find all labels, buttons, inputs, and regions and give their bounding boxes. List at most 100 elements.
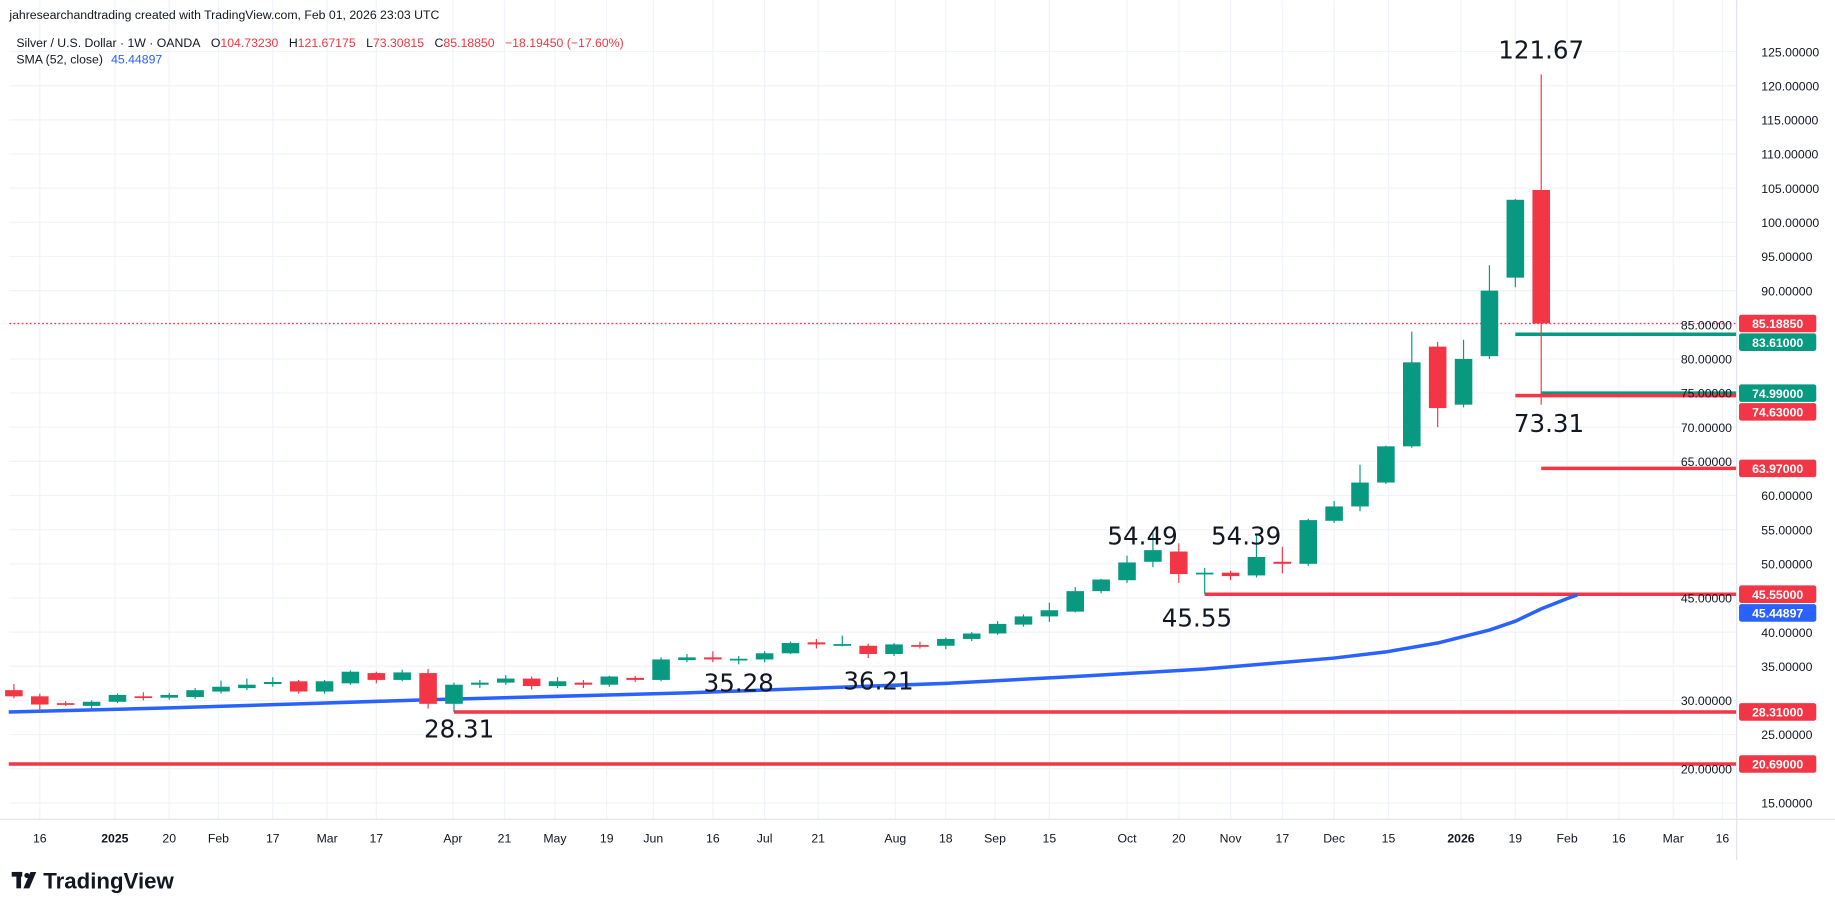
time-tick-label: Sep: [984, 832, 1006, 846]
candle-up: [186, 688, 204, 700]
candle-body: [937, 638, 955, 646]
candle-up: [1454, 339, 1473, 408]
price-badge-bg: [1739, 384, 1817, 402]
candle-up: [471, 679, 489, 689]
candle-body: [1506, 199, 1525, 278]
price-badge-bg: [1739, 403, 1817, 421]
time-tick-label: 2025: [101, 832, 128, 846]
time-tick-label: Mar: [1663, 832, 1684, 846]
candle-up: [678, 653, 696, 663]
price-tick-label: 125.00000: [1761, 45, 1819, 59]
price-badge-text: 20.69000: [1752, 758, 1803, 772]
time-tick-label: 21: [811, 832, 825, 846]
sma-line: [8, 593, 1579, 714]
price-tick-label: 85.00000: [1681, 318, 1732, 332]
candle-down: [134, 692, 153, 701]
candle-down: [419, 668, 437, 709]
high-label: H: [289, 36, 298, 50]
sma-legend[interactable]: SMA (52, close) 45.44897: [16, 52, 162, 66]
time-tick-label: 16: [1716, 832, 1730, 846]
candle-body: [134, 696, 153, 699]
candle-up: [962, 632, 981, 641]
candle-down: [1221, 570, 1240, 581]
price-badge-bg: [1739, 314, 1817, 333]
horizontal-levels: [8, 332, 1737, 766]
price-badge: 74.99000: [1739, 384, 1817, 402]
time-tick-label: Apr: [443, 832, 462, 846]
price-tick-label: 110.00000: [1761, 148, 1818, 162]
close-label: C: [435, 36, 444, 50]
candle-down: [1170, 543, 1188, 583]
candle-body: [1454, 358, 1473, 405]
candle-body: [1403, 362, 1421, 447]
price-annotation: 73.31: [1514, 409, 1584, 438]
candle-up: [263, 677, 282, 687]
candle-down: [704, 651, 722, 663]
price-badge-bg: [1739, 585, 1817, 603]
candle-body: [1377, 446, 1395, 483]
price-annotation: 121.67: [1498, 35, 1584, 64]
change-value: −18.19450 (−17.60%): [505, 36, 624, 50]
price-badge-text: 63.97000: [1752, 462, 1803, 476]
candle-up: [1118, 555, 1136, 583]
price-badge: 83.61000: [1739, 333, 1817, 351]
price-tick-label: 15.00000: [1761, 797, 1812, 811]
candle-up: [781, 641, 800, 654]
candle-body: [600, 676, 619, 685]
candle-body: [367, 673, 386, 680]
price-tick-label: 30.00000: [1681, 694, 1732, 708]
candle-body: [522, 678, 541, 687]
candle-body: [1428, 346, 1447, 409]
time-tick-label: 16: [33, 832, 47, 846]
price-tick-label: 105.00000: [1761, 182, 1819, 196]
candle-up: [1351, 464, 1369, 512]
price-tick-label: 35.00000: [1761, 660, 1812, 674]
candle-up: [212, 680, 230, 694]
candle-body: [807, 642, 826, 645]
candle-down: [1273, 546, 1292, 574]
candle-body: [1118, 562, 1136, 581]
tradingview-logo[interactable]: TradingView: [11, 868, 175, 893]
candle-body: [496, 678, 515, 683]
price-badge-bg: [1739, 604, 1817, 622]
candle-body: [289, 681, 308, 692]
candle-body: [1144, 550, 1162, 562]
candle-up: [445, 682, 463, 712]
candle-body: [1273, 561, 1292, 564]
price-annotation: 54.39: [1211, 522, 1281, 551]
candle-up: [1403, 331, 1421, 448]
price-badge: 20.69000: [1739, 755, 1817, 773]
candle-body: [548, 681, 567, 687]
candle-down: [1532, 74, 1550, 405]
candle-body: [626, 677, 644, 680]
time-tick-label: Aug: [884, 832, 906, 846]
price-annotation: 28.31: [424, 714, 494, 743]
candle-body: [315, 681, 334, 692]
price-tick-label: 120.00000: [1761, 79, 1819, 93]
price-badge-bg: [1739, 703, 1817, 721]
time-tick-label: 16: [1612, 832, 1626, 846]
low-value: 73.30815: [373, 36, 424, 50]
candle-up: [1195, 567, 1214, 595]
time-tick-label: 16: [706, 832, 720, 846]
price-axis[interactable]: 125.00000 120.00000 115.00000 110.00000 105.…: [1681, 45, 1820, 810]
time-tick-label: Mar: [317, 832, 338, 846]
candle-body: [1325, 506, 1343, 521]
candles: [5, 74, 1550, 712]
candle-down: [522, 676, 541, 690]
candle-body: [988, 623, 1007, 634]
candle-body: [5, 690, 23, 697]
price-annotation: 35.28: [704, 669, 774, 698]
price-annotations: 121.67 73.31 54.49 54.39 45.55 35.28 36.21 28.3…: [424, 35, 1584, 743]
candle-up: [937, 637, 955, 650]
candle-body: [82, 701, 101, 706]
time-tick-label: 2026: [1447, 832, 1474, 846]
candle-body: [471, 682, 489, 685]
price-tick-label: 70.00000: [1681, 421, 1732, 435]
price-badge: 63.97000: [1739, 459, 1817, 478]
time-axis[interactable]: 16 2025 20 Feb 17 Mar 17 Apr 21 May 19 Jun 16 Jul 21 Au…: [33, 832, 1729, 846]
candle-up: [496, 675, 515, 685]
candle-body: [704, 657, 722, 660]
symbol-name[interactable]: Silver / U.S. Dollar · 1W · OANDA: [16, 36, 201, 50]
